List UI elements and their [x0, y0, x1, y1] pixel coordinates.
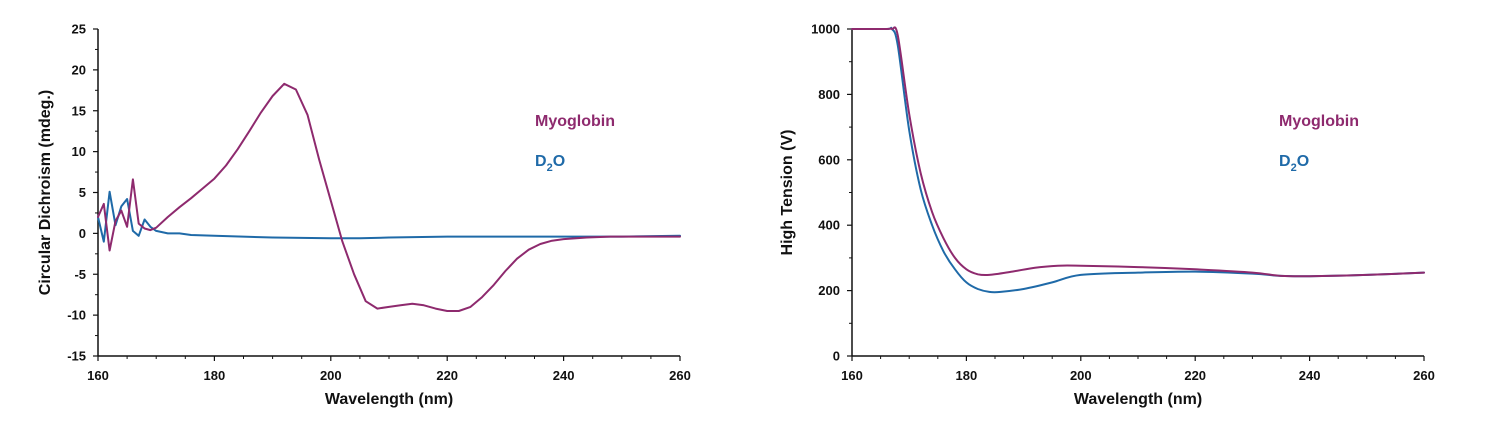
y-tick-label: 800 [818, 87, 840, 102]
y-axis-title: High Tension (V) [779, 130, 796, 256]
x-axis-title: Wavelength (nm) [1074, 391, 1202, 408]
y-tick-label: -15 [67, 349, 86, 364]
y-tick-label: -5 [74, 267, 86, 282]
y-axis-title: Circular Dichroism (mdeg.) [37, 90, 54, 295]
x-tick-label: 180 [204, 368, 226, 383]
legend-label-1: Myoglobin [1279, 113, 1359, 130]
x-tick-label: 240 [553, 368, 575, 383]
x-tick-label: 260 [1413, 368, 1435, 383]
y-tick-label: 15 [72, 103, 86, 118]
x-tick-label: 220 [436, 368, 458, 383]
x-axis-title: Wavelength (nm) [325, 391, 453, 408]
y-tick-label: -10 [67, 308, 86, 323]
x-tick-label: 160 [841, 368, 863, 383]
y-tick-label: 0 [833, 349, 840, 364]
y-tick-label: 10 [72, 144, 86, 159]
legend-label-2: D2O [535, 153, 565, 174]
x-tick-label: 220 [1184, 368, 1206, 383]
legend-label-2: D2O [1279, 153, 1309, 174]
chart-2: 0 200 400 600 800 1000 160 180 200 220 240 260 Wavel… [779, 22, 1435, 409]
series-line-myoglobin [97, 82, 681, 312]
y-tick-label: 600 [818, 152, 840, 167]
y-tick-label: 5 [79, 185, 86, 200]
x-tick-label: 180 [956, 368, 978, 383]
series-line-myoglobin [851, 26, 1425, 278]
y-tick-label: 1000 [811, 22, 840, 37]
chart-1: -15 -10 -5 0 5 10 15 20 25 160 180 200 220 240 260 Wave… [37, 22, 691, 409]
y-tick-label: 400 [818, 218, 840, 233]
series-line-d2o [97, 190, 681, 243]
y-tick-label: 25 [72, 22, 86, 37]
y-tick-label: 20 [72, 62, 86, 77]
y-tick-label: 0 [79, 226, 86, 241]
x-tick-label: 200 [1070, 368, 1092, 383]
y-tick-label: 200 [818, 283, 840, 298]
x-tick-label: 200 [320, 368, 342, 383]
x-tick-label: 260 [669, 368, 691, 383]
series-line-d2o [851, 26, 1425, 294]
x-tick-label: 160 [87, 368, 109, 383]
legend-label-1: Myoglobin [535, 113, 615, 130]
x-tick-label: 240 [1299, 368, 1321, 383]
